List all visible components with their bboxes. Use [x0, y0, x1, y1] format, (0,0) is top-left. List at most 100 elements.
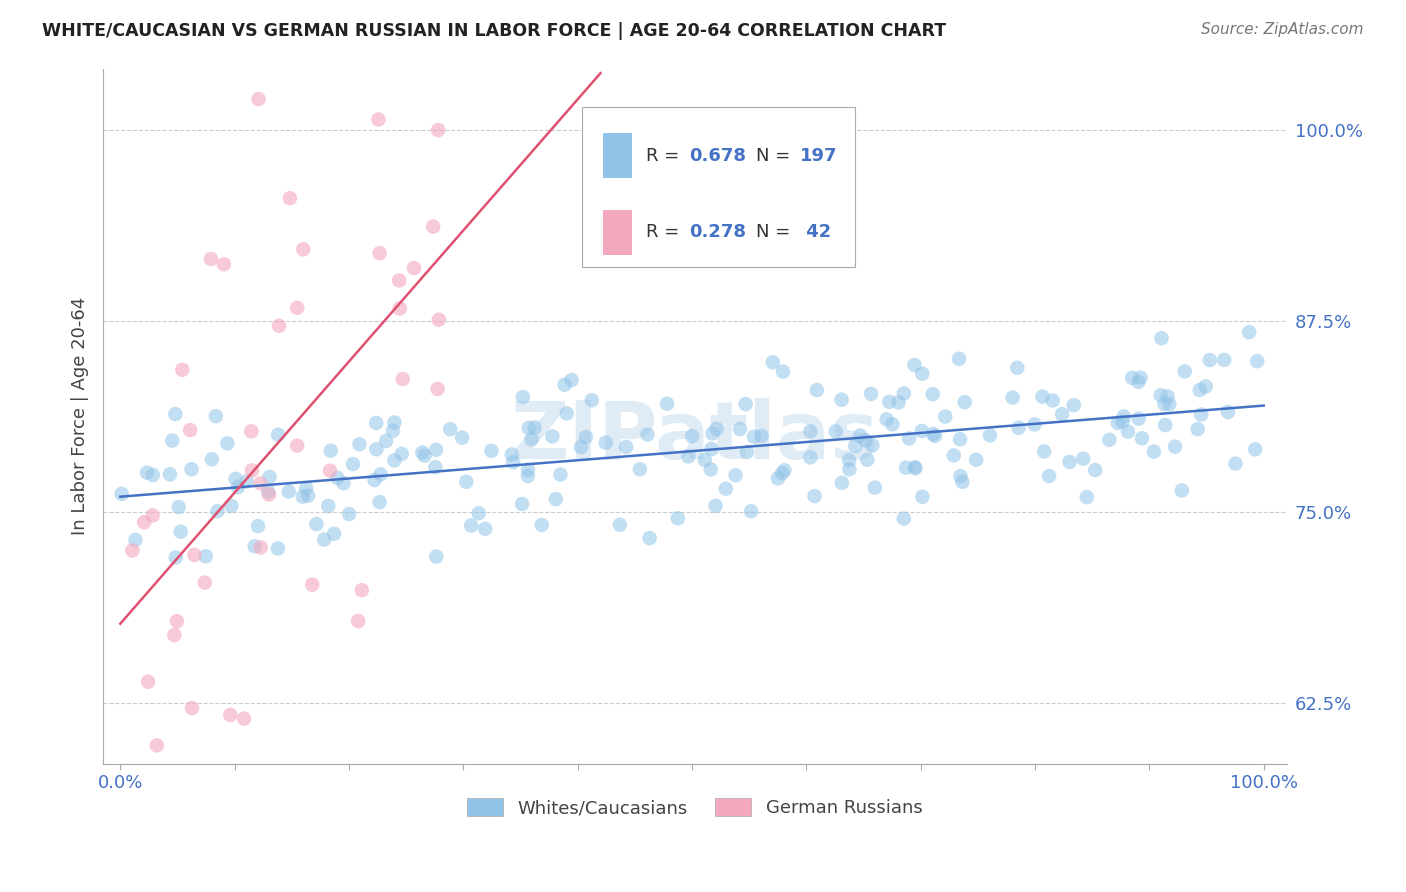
Point: [555, 406, 578, 420]
Point: [948, 351, 970, 366]
Point: [474, 522, 496, 536]
Point: [1189, 408, 1212, 422]
Point: [194, 575, 217, 590]
Point: [121, 543, 143, 558]
Point: [388, 301, 411, 316]
Point: [179, 423, 201, 437]
Point: [1116, 425, 1139, 439]
Point: [799, 425, 821, 439]
Point: [363, 473, 385, 487]
Point: [523, 420, 546, 434]
Point: [1059, 455, 1081, 469]
Point: [979, 428, 1001, 442]
Point: [305, 517, 328, 532]
Point: [233, 712, 256, 726]
Point: [236, 475, 259, 489]
Point: [366, 416, 388, 430]
Point: [169, 524, 191, 539]
Point: [702, 426, 724, 441]
Point: [554, 377, 576, 392]
Point: [207, 504, 229, 518]
Point: [402, 260, 425, 275]
Point: [1128, 411, 1150, 425]
Point: [292, 243, 315, 257]
Point: [1084, 463, 1107, 477]
Point: [134, 516, 156, 530]
Point: [136, 674, 159, 689]
Point: [1024, 417, 1046, 432]
Point: [1171, 483, 1194, 498]
Point: [183, 548, 205, 562]
Point: [337, 507, 360, 521]
Point: [735, 445, 758, 459]
Point: [1150, 388, 1173, 402]
Point: [226, 480, 249, 494]
Text: N =: N =: [756, 223, 796, 241]
Y-axis label: In Labor Force | Age 20-64: In Labor Force | Age 20-64: [72, 297, 89, 535]
Point: [301, 577, 323, 591]
Point: [1063, 398, 1085, 412]
Point: [201, 452, 224, 467]
Point: [1098, 433, 1121, 447]
Point: [510, 497, 533, 511]
Point: [451, 431, 474, 445]
Point: [240, 424, 263, 438]
Point: [728, 422, 751, 436]
Point: [285, 439, 308, 453]
Text: Source: ZipAtlas.com: Source: ZipAtlas.com: [1201, 22, 1364, 37]
Point: [911, 367, 934, 381]
Point: [772, 365, 794, 379]
Point: [212, 257, 235, 271]
Point: [411, 445, 433, 459]
Point: [1198, 353, 1220, 368]
Point: [934, 409, 956, 424]
Point: [921, 387, 943, 401]
Point: [512, 390, 534, 404]
Point: [949, 432, 972, 446]
Text: R =: R =: [647, 147, 685, 165]
Point: [349, 437, 371, 451]
Point: [167, 500, 190, 514]
Point: [1038, 469, 1060, 483]
Point: [257, 484, 280, 499]
Point: [439, 422, 461, 436]
Point: [550, 467, 572, 482]
Point: [502, 455, 524, 469]
Point: [1246, 354, 1268, 368]
Point: [863, 481, 886, 495]
Point: [855, 434, 877, 448]
Point: [350, 583, 373, 598]
Point: [569, 440, 592, 454]
Point: [180, 462, 202, 476]
Point: [544, 492, 567, 507]
Point: [637, 427, 659, 442]
Point: [1153, 397, 1175, 411]
Point: [118, 825, 141, 839]
Point: [742, 430, 765, 444]
Point: [460, 518, 482, 533]
Point: [950, 475, 973, 489]
Point: [734, 397, 756, 411]
Text: 0.678: 0.678: [689, 147, 747, 165]
Point: [342, 457, 364, 471]
Point: [714, 482, 737, 496]
Point: [194, 549, 217, 564]
Point: [1154, 418, 1177, 433]
Point: [1213, 353, 1236, 368]
Point: [1033, 444, 1056, 458]
Point: [267, 318, 290, 333]
Point: [413, 449, 436, 463]
Point: [375, 434, 398, 448]
Point: [200, 252, 222, 266]
Point: [638, 531, 661, 545]
Point: [277, 484, 299, 499]
Point: [172, 363, 194, 377]
Point: [838, 453, 860, 467]
Point: [456, 475, 478, 489]
Point: [953, 395, 976, 409]
Point: [1071, 451, 1094, 466]
Point: [942, 449, 965, 463]
Point: [1195, 379, 1218, 393]
Point: [965, 452, 987, 467]
FancyBboxPatch shape: [603, 133, 633, 178]
